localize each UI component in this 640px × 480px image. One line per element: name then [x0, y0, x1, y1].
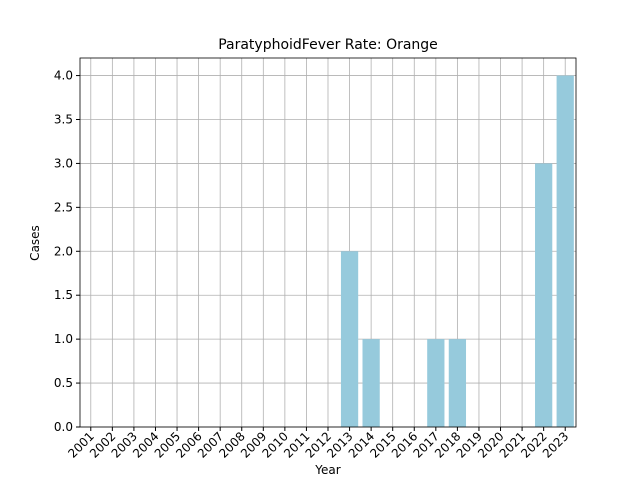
x-axis-label: Year: [314, 463, 340, 477]
bar: [340, 251, 359, 427]
bar: [427, 339, 445, 427]
y-tick-label: 0.0: [54, 420, 73, 434]
y-tick-label: 2.5: [54, 200, 73, 214]
bar: [535, 163, 553, 427]
y-tick-label: 1.5: [54, 288, 73, 302]
y-tick-label: 4.0: [54, 69, 73, 83]
y-tick-label: 0.5: [54, 376, 73, 390]
y-tick-label: 3.5: [54, 113, 73, 127]
y-axis-label: Cases: [28, 225, 42, 261]
bar: [448, 339, 467, 427]
bar: [362, 339, 380, 427]
y-tick-label: 3.0: [54, 156, 73, 170]
bar: [556, 75, 574, 428]
y-tick-label: 2.0: [54, 244, 73, 258]
chart-title: ParatyphoidFever Rate: Orange: [218, 37, 438, 53]
y-tick-label: 1.0: [54, 332, 73, 346]
plot-frame: [79, 57, 577, 428]
